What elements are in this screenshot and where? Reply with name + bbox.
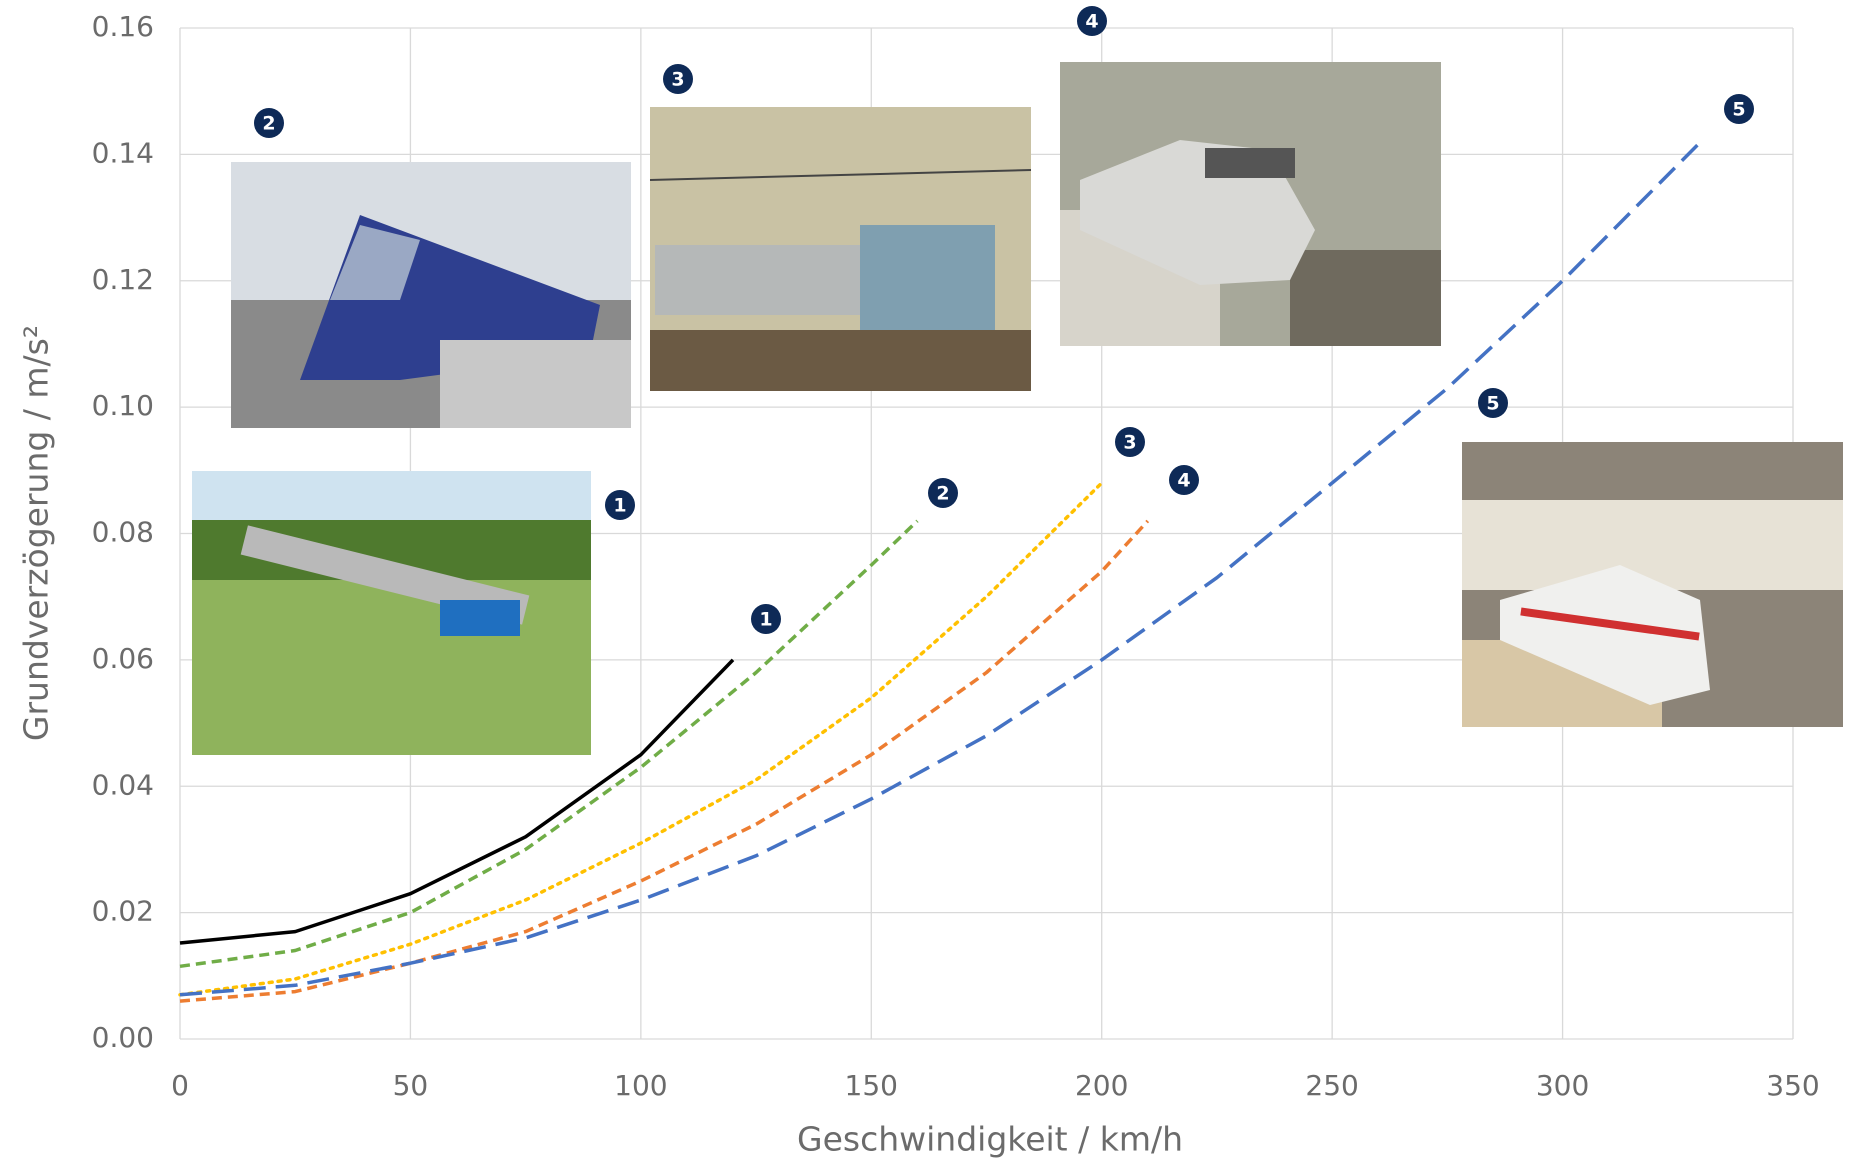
y-tick-label: 0.02 xyxy=(92,895,154,928)
badge-label: 3 xyxy=(1123,432,1136,454)
photo-3 xyxy=(649,107,1032,391)
x-tick-label: 150 xyxy=(845,1069,898,1102)
x-tick-label: 300 xyxy=(1536,1069,1589,1102)
y-tick-label: 0.14 xyxy=(92,136,154,169)
x-axis-title: Geschwindigkeit / km/h xyxy=(797,1120,1183,1159)
y-axis-title: Grundverzögerung / m/s² xyxy=(17,325,56,741)
badge-label: 1 xyxy=(759,609,772,631)
y-tick-label: 0.12 xyxy=(92,263,154,296)
y-tick-label: 0.16 xyxy=(92,10,154,43)
badge-label: 4 xyxy=(1085,11,1098,33)
badge-circle xyxy=(663,64,693,94)
y-tick-label: 0.08 xyxy=(92,516,154,549)
badge-circle xyxy=(1724,94,1754,124)
series-line xyxy=(179,519,1150,1003)
badge-circle xyxy=(1169,465,1199,495)
badge: 2 xyxy=(928,478,958,508)
y-tick-label: 0.06 xyxy=(92,642,154,675)
x-tick-label: 200 xyxy=(1075,1069,1128,1102)
x-tick-label: 0 xyxy=(171,1069,189,1102)
badge-label: 4 xyxy=(1177,470,1190,492)
badge: 3 xyxy=(1115,427,1145,457)
x-tick-label: 50 xyxy=(393,1069,429,1102)
badge-label: 5 xyxy=(1486,393,1499,415)
photo-2 xyxy=(231,162,631,428)
badge-label: 1 xyxy=(613,495,626,517)
badge-circle xyxy=(254,108,284,138)
badge: 2 xyxy=(254,108,284,138)
badge-label: 2 xyxy=(262,113,275,135)
x-tick-label: 100 xyxy=(614,1069,667,1102)
series-line xyxy=(179,658,735,945)
badge: 1 xyxy=(751,604,781,634)
x-tick-label: 350 xyxy=(1766,1069,1819,1102)
badge-label: 2 xyxy=(936,483,949,505)
series-line xyxy=(179,519,919,969)
badge: 3 xyxy=(663,64,693,94)
badge: 1 xyxy=(605,490,635,520)
badge: 4 xyxy=(1169,465,1199,495)
badge-circle xyxy=(1077,6,1107,36)
series-line xyxy=(178,481,1104,997)
photo-1 xyxy=(192,471,591,755)
badge-circle xyxy=(605,490,635,520)
x-tick-label: 250 xyxy=(1305,1069,1358,1102)
y-tick-label: 0.10 xyxy=(92,389,154,422)
badge-label: 5 xyxy=(1732,99,1745,121)
series-line xyxy=(179,140,1703,997)
y-tick-label: 0.04 xyxy=(92,768,154,801)
badge: 4 xyxy=(1077,6,1107,36)
y-tick-label: 0.00 xyxy=(92,1021,154,1054)
badge: 5 xyxy=(1478,388,1508,418)
badge-circle xyxy=(1478,388,1508,418)
badge-circle xyxy=(1115,427,1145,457)
badge-circle xyxy=(751,604,781,634)
photo-5 xyxy=(1462,442,1843,727)
photos xyxy=(192,62,1843,755)
badge-circle xyxy=(928,478,958,508)
photo-4 xyxy=(1060,62,1441,346)
badge: 5 xyxy=(1724,94,1754,124)
badge-label: 3 xyxy=(671,69,684,91)
